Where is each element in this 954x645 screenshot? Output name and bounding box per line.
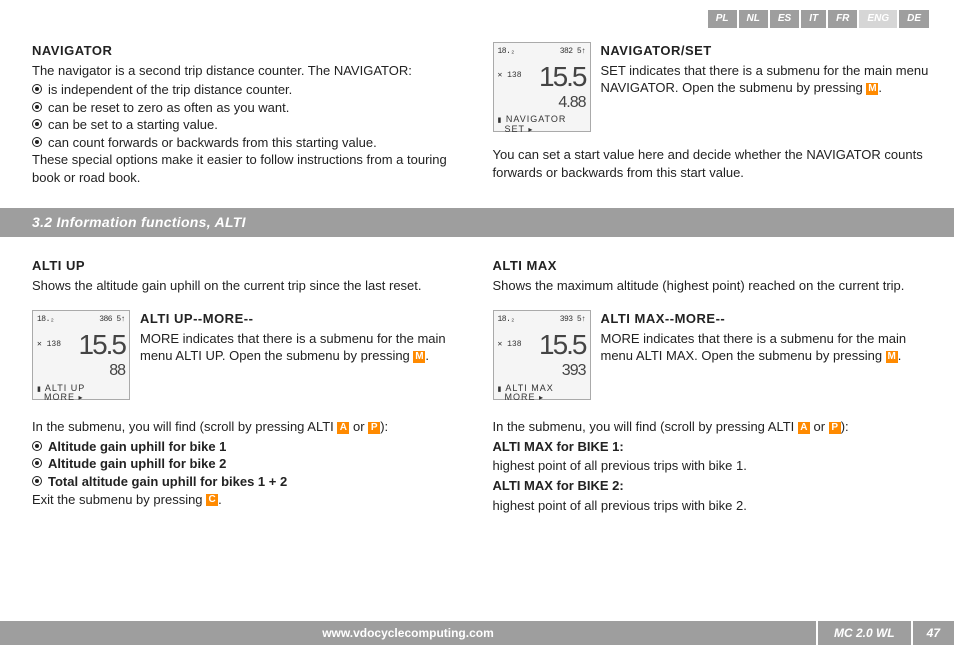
- navigator-section: NAVIGATOR The navigator is a second trip…: [32, 42, 469, 188]
- bullet-icon: [32, 458, 42, 468]
- altiup-bullet: Altitude gain uphill for bike 2: [32, 455, 469, 473]
- m-key-icon: M: [886, 351, 898, 363]
- nav-bullet: can be set to a starting value.: [32, 116, 469, 134]
- nav-bullet: is independent of the trip distance coun…: [32, 81, 469, 99]
- bullet-icon: [32, 119, 42, 129]
- c-key-icon: C: [206, 494, 218, 506]
- navigator-set-section: 18.₂382 5↑ ✕ 13815.5 4.88 ▮ NAVIGATOR SE…: [493, 42, 930, 188]
- device-screenshot-altiup: 18.₂386 5↑ ✕ 13815.5 88 ▮ ALTI UP MORE ▸: [32, 310, 130, 400]
- altiup-intro: Shows the altitude gain uphill on the cu…: [32, 277, 469, 295]
- device-screenshot-navset: 18.₂382 5↑ ✕ 13815.5 4.88 ▮ NAVIGATOR SE…: [493, 42, 591, 132]
- altimax-b1-text: highest point of all previous trips with…: [493, 457, 930, 475]
- altiup-bullet: Total altitude gain uphill for bikes 1 +…: [32, 473, 469, 491]
- nav-bullet: can be reset to zero as often as you wan…: [32, 99, 469, 117]
- lang-nl[interactable]: NL: [739, 10, 768, 28]
- altiup-exit: Exit the submenu by pressing C.: [32, 491, 469, 509]
- altimax-b2-text: highest point of all previous trips with…: [493, 497, 930, 515]
- altiup-section: ALTI UP Shows the altitude gain uphill o…: [32, 257, 469, 516]
- footer-url: www.vdocyclecomputing.com: [0, 621, 816, 645]
- altimax-b2-label: ALTI MAX for BIKE 2:: [493, 478, 624, 493]
- bullet-icon: [32, 84, 42, 94]
- device-screenshot-altimax: 18.₂393 5↑ ✕ 13815.5 393 ▮ ALTI MAX MORE…: [493, 310, 591, 400]
- navigator-outro: These special options make it easier to …: [32, 151, 469, 186]
- section-heading: 3.2 Information functions, ALTI: [0, 208, 954, 237]
- footer-page: 47: [911, 621, 954, 645]
- m-key-icon: M: [866, 83, 878, 95]
- lang-it[interactable]: IT: [801, 10, 826, 28]
- lang-eng[interactable]: ENG: [859, 10, 897, 28]
- a-key-icon: A: [798, 422, 810, 434]
- altiup-sub-intro: In the submenu, you will find (scroll by…: [32, 418, 469, 436]
- altimax-b1-label: ALTI MAX for BIKE 1:: [493, 439, 624, 454]
- altiup-heading: ALTI UP: [32, 257, 469, 275]
- language-tabs: PL NL ES IT FR ENG DE: [708, 10, 929, 28]
- altimax-heading: ALTI MAX: [493, 257, 930, 275]
- footer-model: MC 2.0 WL: [816, 621, 911, 645]
- lang-pl[interactable]: PL: [708, 10, 737, 28]
- navigator-heading: NAVIGATOR: [32, 42, 469, 60]
- navigator-intro: The navigator is a second trip distance …: [32, 62, 469, 80]
- altimax-sub-intro: In the submenu, you will find (scroll by…: [493, 418, 930, 436]
- bullet-icon: [32, 137, 42, 147]
- altimax-intro: Shows the maximum altitude (highest poin…: [493, 277, 930, 295]
- a-key-icon: A: [337, 422, 349, 434]
- lang-de[interactable]: DE: [899, 10, 929, 28]
- page-footer: www.vdocyclecomputing.com MC 2.0 WL 47: [0, 621, 954, 645]
- lang-fr[interactable]: FR: [828, 10, 857, 28]
- nav-bullet: can count forwards or backwards from thi…: [32, 134, 469, 152]
- bullet-icon: [32, 441, 42, 451]
- bullet-icon: [32, 476, 42, 486]
- p-key-icon: P: [829, 422, 841, 434]
- lang-es[interactable]: ES: [770, 10, 799, 28]
- m-key-icon: M: [413, 351, 425, 363]
- p-key-icon: P: [368, 422, 380, 434]
- altiup-bullet: Altitude gain uphill for bike 1: [32, 438, 469, 456]
- altimax-section: ALTI MAX Shows the maximum altitude (hig…: [493, 257, 930, 516]
- bullet-icon: [32, 102, 42, 112]
- navset-text2: You can set a start value here and decid…: [493, 146, 930, 181]
